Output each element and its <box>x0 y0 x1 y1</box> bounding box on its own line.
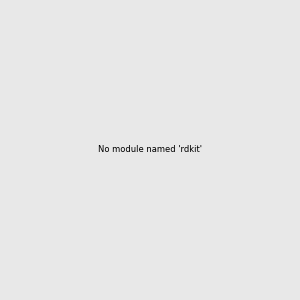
Text: No module named 'rdkit': No module named 'rdkit' <box>98 146 202 154</box>
